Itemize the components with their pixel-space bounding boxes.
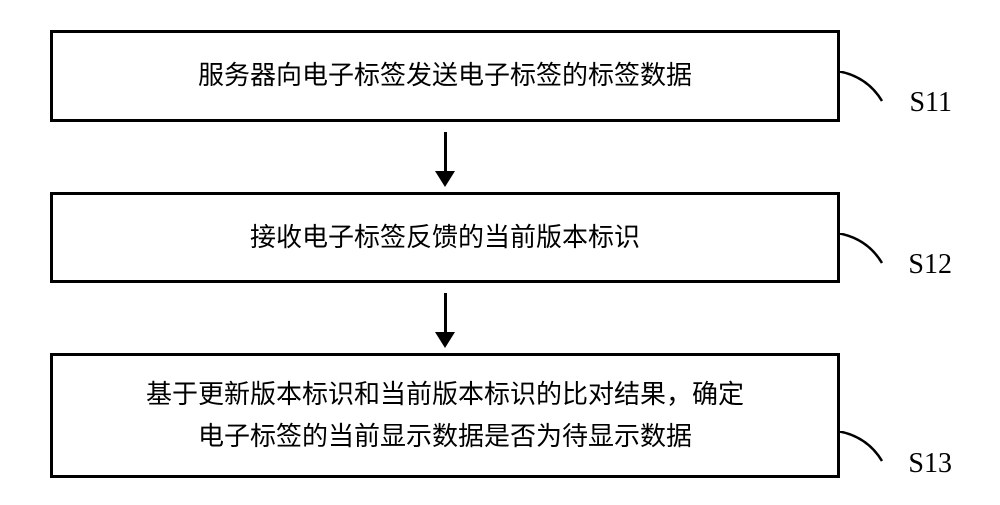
step-text-2: 接收电子标签反馈的当前版本标识	[250, 223, 640, 252]
step-box-2: 接收电子标签反馈的当前版本标识 S12	[50, 192, 840, 284]
arrow-head-2	[435, 332, 455, 348]
connector-curve-2	[837, 233, 892, 268]
connector-curve-3	[837, 431, 892, 466]
connector-curve-1	[837, 71, 892, 106]
step-box-1: 服务器向电子标签发送电子标签的标签数据 S11	[50, 30, 840, 122]
arrow-1	[50, 122, 840, 192]
arrow-head-1	[435, 171, 455, 187]
flowchart-container: 服务器向电子标签发送电子标签的标签数据 S11 接收电子标签反馈的当前版本标识 …	[50, 30, 950, 478]
step-text-3-line2: 电子标签的当前显示数据是否为待显示数据	[198, 422, 692, 451]
arrow-2	[50, 283, 840, 353]
step-label-3: S13	[908, 442, 952, 487]
step-text-1: 服务器向电子标签发送电子标签的标签数据	[198, 61, 692, 90]
step-box-3: 基于更新版本标识和当前版本标识的比对结果，确定 电子标签的当前显示数据是否为待显…	[50, 353, 840, 478]
step-text-3-line1: 基于更新版本标识和当前版本标识的比对结果，确定	[146, 380, 744, 409]
step-label-2: S12	[908, 243, 952, 288]
step-label-1: S11	[909, 81, 952, 126]
